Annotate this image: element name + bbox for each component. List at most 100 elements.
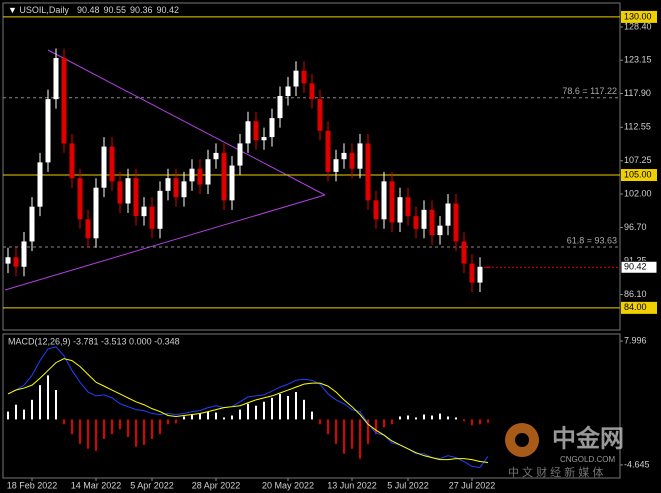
main-panel	[2, 2, 621, 331]
level-label: 130.00	[624, 11, 652, 21]
x-tick-label: 20 May 2022	[262, 480, 314, 490]
price-label: 90.42	[624, 262, 647, 272]
header: ▼ USOIL,Daily 90.48 90.55 90.36 90.42	[8, 5, 179, 15]
macd-bar	[351, 419, 353, 449]
candle-body	[189, 168, 195, 182]
candle-body	[133, 178, 139, 217]
macd-bar	[311, 411, 313, 420]
triangle	[4, 49, 326, 291]
x-tick-label: 5 Apr 2022	[130, 480, 174, 490]
level-box	[621, 301, 657, 314]
y-tick-label: 107.25	[624, 155, 652, 165]
candle-body	[349, 152, 355, 169]
candle-body	[93, 187, 99, 239]
candle-body	[429, 209, 435, 236]
macd-bar	[367, 419, 369, 444]
candle-body	[261, 137, 267, 141]
watermark: 中金网 CNGOLD.COM 中 文 财 经 新 媒 体	[505, 423, 624, 479]
candle-body	[125, 178, 131, 204]
macd-bar	[239, 409, 241, 420]
macd-bar	[415, 417, 417, 420]
candle-body	[325, 130, 331, 172]
macd-bar	[127, 419, 129, 438]
candle-body	[309, 83, 315, 100]
macd-bar	[55, 390, 57, 420]
macd-bar	[407, 415, 409, 420]
macd-bar	[375, 419, 377, 435]
candle-body	[293, 70, 299, 87]
symbol: USOIL,Daily	[19, 5, 69, 15]
y-tick-label: 96.70	[624, 222, 647, 232]
macd-bar	[303, 399, 305, 420]
candle-body	[181, 181, 187, 198]
candle-body	[45, 99, 51, 163]
macd-bar	[7, 411, 9, 420]
triangle-lower	[4, 194, 326, 291]
macd-bar	[423, 414, 425, 420]
candle-body	[109, 146, 115, 182]
macd-bar	[383, 419, 385, 428]
macd-bar	[31, 399, 33, 420]
candle-body	[237, 143, 243, 166]
macd-bar	[295, 391, 297, 420]
macd-bar	[191, 414, 193, 420]
macd-bar	[159, 419, 161, 435]
macd-bar	[335, 419, 337, 444]
macd-bar	[207, 411, 209, 420]
candle-body	[197, 168, 203, 185]
macd-bar	[479, 419, 481, 425]
candle-body	[333, 159, 339, 172]
candle-body	[37, 162, 43, 207]
level-box	[621, 169, 657, 182]
y-tick-label: 112.55	[624, 122, 651, 132]
candle-body	[69, 143, 75, 179]
candle-body	[165, 178, 171, 191]
y-tick-label: 91.35	[624, 256, 647, 266]
candle-body	[461, 241, 467, 264]
last-high: 90.55	[103, 5, 126, 15]
candle-body	[269, 118, 275, 138]
macd-bar	[255, 405, 257, 420]
macd-bar	[471, 419, 473, 426]
candle-body	[245, 121, 251, 144]
y-tick-label: 123.15	[624, 55, 652, 65]
candle-body	[421, 209, 427, 229]
macd-bar	[231, 415, 233, 420]
candle-body	[373, 200, 379, 220]
candle-body	[141, 206, 147, 217]
level-label: 105.00	[624, 169, 652, 179]
candle-body	[445, 203, 451, 226]
watermark-tagline: 中 文 财 经 新 媒 体	[508, 465, 603, 479]
candle-body	[221, 152, 227, 201]
y-tick-label: 7.996	[624, 335, 647, 345]
macd-bar	[319, 419, 321, 425]
level-label: 61.8 = 93.63	[567, 235, 617, 245]
candle-body	[5, 257, 11, 264]
watermark-site: CNGOLD.COM	[560, 455, 615, 464]
x-tick-label: 18 Feb 2022	[7, 480, 58, 490]
macd-bar	[439, 413, 441, 420]
macd-bar	[359, 419, 361, 459]
candle-body	[397, 197, 403, 223]
candle-body	[317, 99, 323, 131]
candle-body	[301, 70, 307, 84]
candle-body	[341, 152, 347, 160]
y-tick-label: 128.40	[624, 21, 652, 31]
macd-bar	[263, 401, 265, 420]
candle-body	[469, 263, 475, 283]
candle-body	[381, 181, 387, 220]
x-tick-label: 5 Jul 2022	[387, 480, 429, 490]
macd-bar	[223, 417, 225, 420]
macd-bar	[103, 419, 105, 440]
macd-bar	[175, 419, 177, 424]
x-tick-label: 27 Jul 2022	[449, 480, 496, 490]
macd-bar	[39, 385, 41, 420]
y-tick-label: -4.645	[624, 459, 650, 469]
candle-body	[117, 181, 123, 204]
level-label: 78.6 = 117.22	[562, 86, 617, 96]
macd-bar	[199, 413, 201, 420]
macd-bar	[95, 419, 97, 451]
candle-body	[77, 178, 83, 220]
macd-bar	[271, 397, 273, 420]
candle-body	[149, 206, 155, 229]
